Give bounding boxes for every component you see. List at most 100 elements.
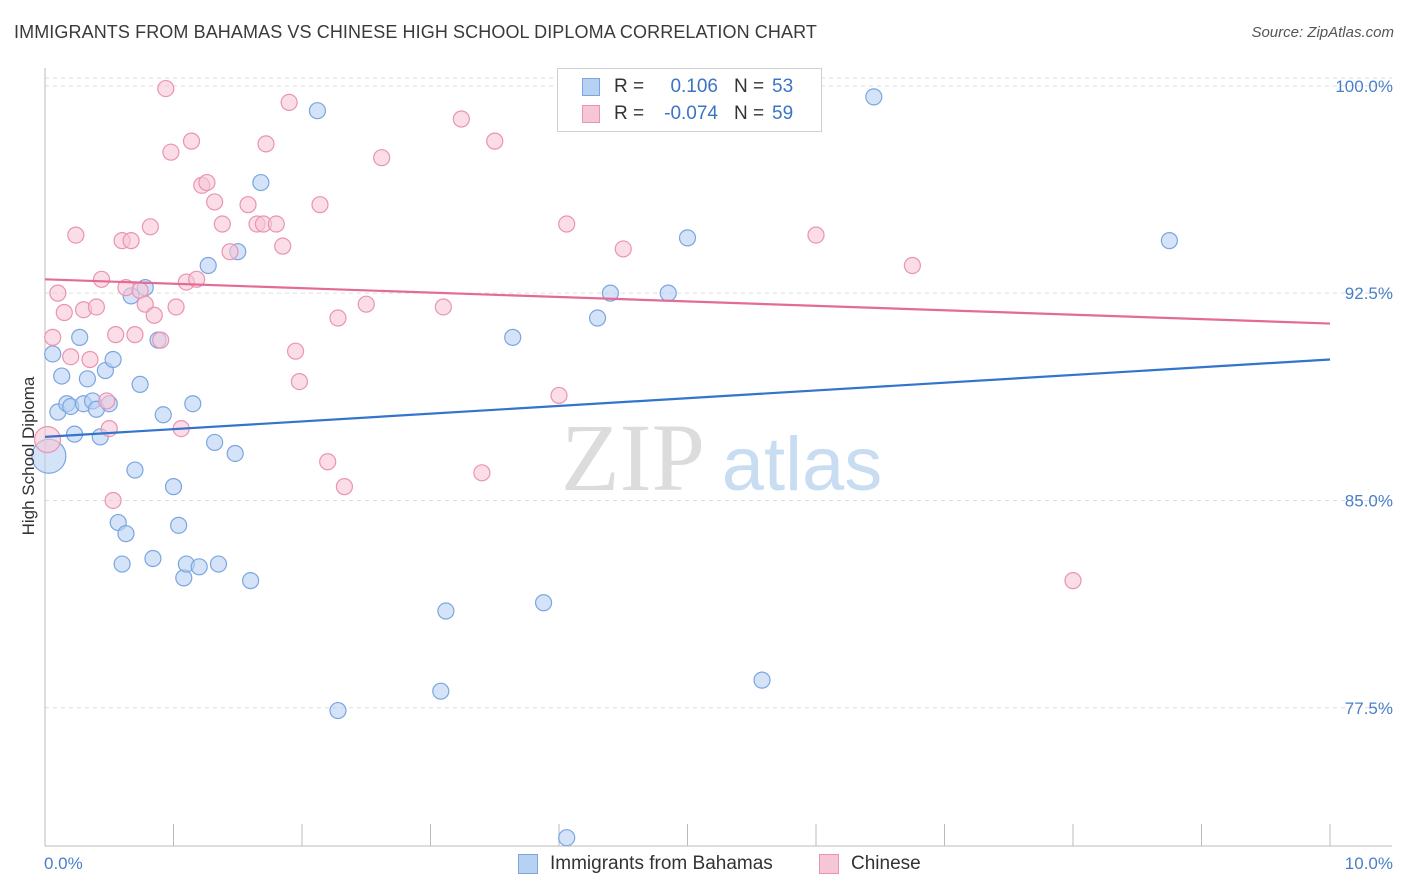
- data-point[interactable]: [152, 331, 170, 349]
- data-point[interactable]: [206, 433, 224, 452]
- data-point[interactable]: [534, 594, 553, 612]
- data-point[interactable]: [167, 298, 185, 316]
- data-point[interactable]: [678, 229, 697, 247]
- data-point[interactable]: [903, 256, 921, 275]
- data-point[interactable]: [753, 671, 771, 689]
- data-point[interactable]: [198, 173, 216, 192]
- data-point[interactable]: [92, 270, 111, 288]
- data-point[interactable]: [126, 326, 144, 344]
- legend-r-value: -0.074: [664, 103, 718, 124]
- data-point[interactable]: [274, 237, 292, 255]
- data-point[interactable]: [257, 135, 275, 153]
- data-point[interactable]: [659, 284, 677, 302]
- data-point[interactable]: [434, 298, 452, 316]
- data-point[interactable]: [437, 602, 455, 620]
- chart-title: IMMIGRANTS FROM BAHAMAS VS CHINESE HIGH …: [14, 22, 817, 42]
- data-point[interactable]: [335, 478, 354, 496]
- data-point[interactable]: [558, 215, 576, 233]
- data-point[interactable]: [267, 215, 285, 233]
- data-point[interactable]: [239, 196, 257, 214]
- data-point[interactable]: [136, 295, 154, 313]
- data-point[interactable]: [1160, 232, 1178, 250]
- source-label: Source: ZipAtlas.com: [1251, 24, 1394, 41]
- data-point[interactable]: [432, 682, 450, 700]
- data-point[interactable]: [473, 464, 491, 482]
- trend-line: [44, 358, 1331, 438]
- stats-legend: R = 0.106 N = 53 R = -0.074 N = 59: [557, 68, 822, 132]
- data-point[interactable]: [1064, 572, 1082, 590]
- data-point[interactable]: [242, 572, 260, 590]
- data-point[interactable]: [308, 102, 327, 120]
- data-point[interactable]: [807, 226, 825, 244]
- data-point[interactable]: [157, 79, 175, 98]
- data-point[interactable]: [226, 444, 244, 463]
- legend-n-value: 53: [772, 76, 794, 97]
- data-point[interactable]: [319, 453, 337, 471]
- data-point[interactable]: [113, 555, 131, 573]
- data-point[interactable]: [154, 406, 172, 424]
- data-point[interactable]: [213, 215, 231, 233]
- data-point[interactable]: [78, 370, 97, 388]
- data-point[interactable]: [199, 256, 217, 275]
- data-point[interactable]: [221, 243, 239, 261]
- data-point[interactable]: [357, 295, 375, 313]
- data-point[interactable]: [164, 478, 183, 496]
- data-point[interactable]: [62, 348, 80, 366]
- data-point[interactable]: [206, 193, 224, 211]
- data-point[interactable]: [209, 555, 228, 573]
- data-point[interactable]: [311, 196, 329, 214]
- data-point[interactable]: [104, 350, 122, 369]
- trend-lines: [44, 278, 1331, 438]
- data-point[interactable]: [71, 328, 89, 346]
- data-point[interactable]: [55, 303, 73, 322]
- bottom-legend-label: Immigrants from Bahamas: [550, 853, 773, 874]
- data-point[interactable]: [329, 309, 347, 327]
- data-point[interactable]: [33, 426, 62, 454]
- watermark-atlas: atlas: [722, 422, 883, 507]
- data-point[interactable]: [614, 240, 632, 258]
- data-point[interactable]: [184, 395, 202, 413]
- data-point[interactable]: [286, 342, 305, 360]
- data-point[interactable]: [175, 569, 193, 587]
- data-point[interactable]: [44, 328, 62, 346]
- data-point[interactable]: [452, 110, 470, 128]
- data-point[interactable]: [67, 226, 85, 244]
- data-point[interactable]: [107, 326, 125, 344]
- data-point[interactable]: [144, 549, 162, 568]
- data-point[interactable]: [588, 309, 607, 327]
- legend-n-value: 59: [772, 103, 794, 124]
- data-point[interactable]: [373, 149, 391, 167]
- data-point[interactable]: [131, 375, 149, 393]
- grid-lines: [45, 77, 1392, 709]
- data-point[interactable]: [87, 298, 106, 316]
- data-point[interactable]: [49, 284, 67, 302]
- data-point[interactable]: [329, 701, 347, 720]
- data-point[interactable]: [865, 88, 883, 106]
- data-point[interactable]: [98, 392, 116, 410]
- series-chinese: [33, 79, 1082, 590]
- data-point[interactable]: [126, 461, 144, 479]
- data-point[interactable]: [104, 491, 122, 510]
- data-point[interactable]: [252, 173, 270, 192]
- data-point[interactable]: [486, 132, 504, 150]
- axes: [44, 68, 1392, 847]
- data-point[interactable]: [145, 306, 163, 324]
- data-point[interactable]: [601, 284, 620, 302]
- data-point[interactable]: [122, 232, 140, 250]
- data-point[interactable]: [53, 367, 71, 385]
- data-point[interactable]: [182, 132, 201, 150]
- data-point[interactable]: [141, 218, 159, 236]
- data-point[interactable]: [170, 516, 188, 534]
- data-point[interactable]: [504, 328, 522, 346]
- data-point[interactable]: [44, 345, 62, 363]
- data-point[interactable]: [558, 829, 576, 847]
- data-point[interactable]: [290, 373, 309, 391]
- data-point[interactable]: [81, 350, 99, 369]
- data-point[interactable]: [117, 525, 135, 543]
- data-point[interactable]: [162, 143, 180, 161]
- trend-line: [44, 278, 1331, 325]
- data-point[interactable]: [550, 386, 568, 405]
- data-point[interactable]: [280, 93, 298, 112]
- data-point[interactable]: [190, 558, 208, 576]
